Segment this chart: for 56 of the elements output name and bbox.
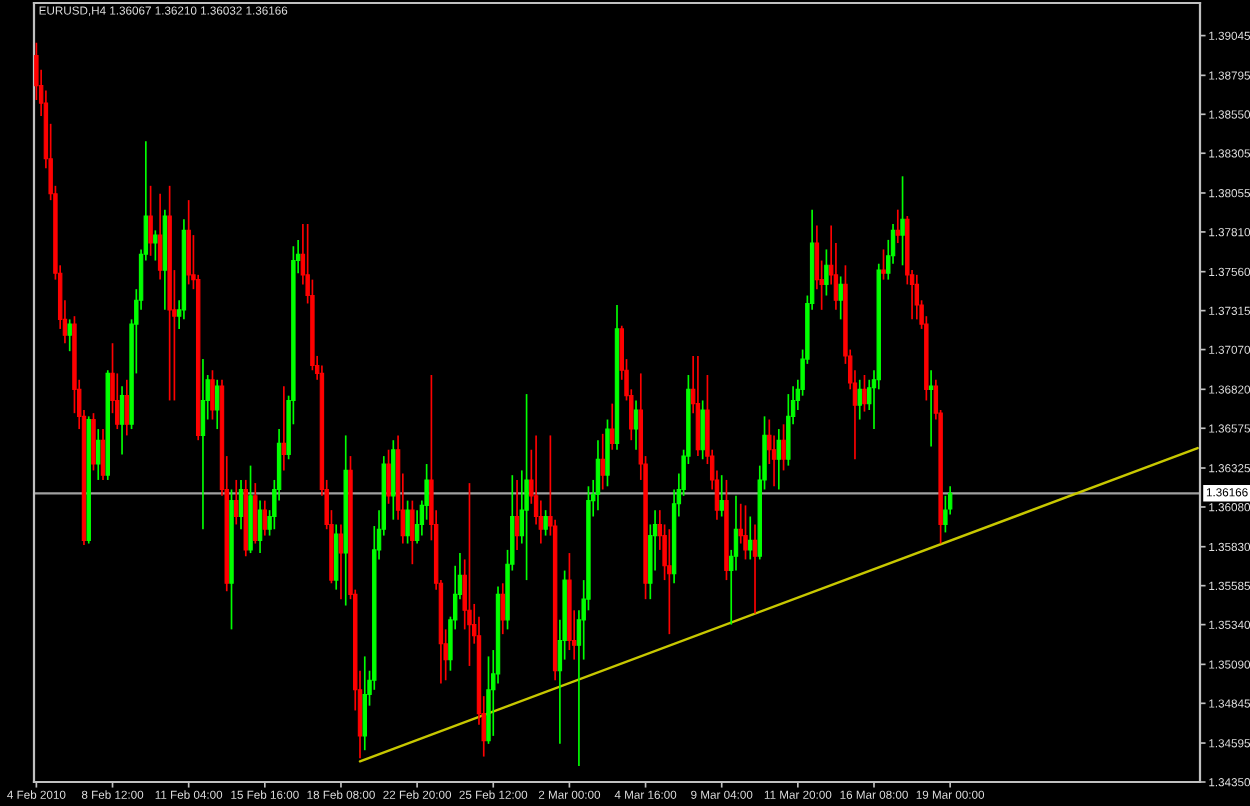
- candlestick: [524, 393, 529, 581]
- candlestick: [752, 523, 758, 615]
- candlestick: [410, 499, 415, 566]
- candlestick: [743, 504, 748, 561]
- candlestick: [234, 479, 239, 526]
- candlestick: [414, 509, 420, 545]
- candlestick: [338, 523, 344, 601]
- candlestick: [119, 385, 125, 456]
- candlestick: [91, 412, 96, 472]
- candlestick: [695, 355, 701, 457]
- candlestick: [776, 428, 782, 491]
- candlestick: [333, 523, 339, 591]
- candlestick: [215, 378, 220, 430]
- candlestick: [96, 428, 101, 481]
- candlestick: [543, 509, 548, 537]
- candlestick: [900, 175, 905, 267]
- candlestick: [262, 499, 268, 537]
- candlestick: [500, 582, 506, 635]
- candlestick: [253, 482, 258, 545]
- candlestick: [362, 655, 367, 752]
- candlestick: [153, 229, 158, 262]
- candlestick: [67, 318, 72, 353]
- candlestick: [514, 479, 520, 551]
- candlestick: [600, 432, 605, 491]
- candlestick: [386, 448, 391, 505]
- candlestick: [748, 515, 753, 561]
- candlestick: [210, 369, 215, 421]
- candlestick: [186, 199, 191, 286]
- candlestick: [781, 423, 786, 472]
- candlestick: [633, 399, 639, 451]
- candlestick: [786, 393, 791, 467]
- candlestick: [605, 418, 610, 488]
- candlestick: [928, 369, 934, 448]
- candlestick: [595, 439, 601, 511]
- candlestick: [405, 499, 410, 545]
- candlestick: [391, 439, 396, 521]
- candlestick: [895, 208, 901, 244]
- candlestick: [881, 248, 886, 281]
- candlestick: [238, 479, 244, 531]
- candlestick: [700, 399, 705, 461]
- candlestick: [124, 378, 130, 437]
- candlestick: [824, 248, 829, 297]
- candlestick: [148, 184, 153, 257]
- candlestick: [838, 275, 843, 321]
- candlestick: [857, 378, 862, 421]
- candlestick: [610, 402, 615, 451]
- candlestick: [257, 499, 263, 554]
- candlestick: [862, 374, 867, 413]
- candlestick: [157, 192, 163, 281]
- candlestick: [281, 385, 287, 472]
- candlestick: [719, 474, 724, 518]
- candlestick: [667, 528, 672, 635]
- candlestick: [200, 358, 206, 531]
- candlestick: [467, 482, 472, 667]
- candlestick: [914, 274, 920, 321]
- candlestick: [100, 428, 106, 481]
